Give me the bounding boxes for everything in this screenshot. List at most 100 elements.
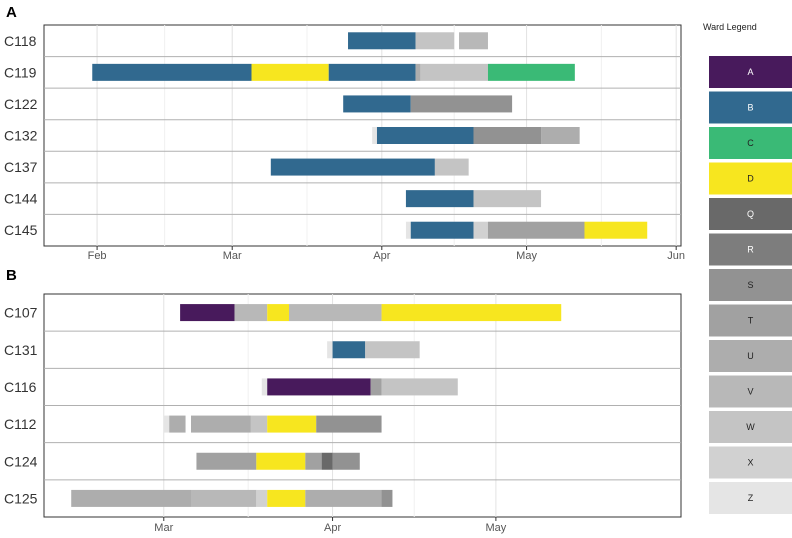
legend-title: Ward Legend [703, 22, 757, 32]
ward-segment-d [267, 489, 306, 507]
legend-label: B [747, 103, 753, 113]
row-c119: C119 [4, 56, 681, 81]
ward-segment-u [169, 415, 186, 433]
legend-label: D [747, 174, 754, 184]
row-label: C124 [4, 453, 38, 469]
panel-a-tag: A [6, 4, 17, 21]
x-tick-label: Mar [223, 250, 242, 262]
x-tick-label: May [516, 250, 537, 262]
panel-a: Feb Mar Apr May Jun C118 C119 C122 C132 C137 C144 C… [4, 24, 685, 262]
ward-segment-d [267, 304, 289, 322]
legend-swatch [709, 198, 792, 230]
legend-item-d: D [709, 162, 792, 195]
x-tick-label: Feb [88, 250, 107, 262]
legend-swatch [709, 482, 792, 514]
x-tick-label: May [485, 522, 506, 534]
legend-swatch [709, 56, 792, 88]
ward-segment-s [332, 452, 360, 470]
x-tick-label: Apr [324, 522, 341, 534]
panel-border [43, 24, 682, 247]
row-c112: C112 [4, 405, 681, 433]
legend-swatch [709, 446, 792, 479]
ward-segment-d [256, 452, 306, 470]
legend-label: S [747, 280, 753, 290]
legend-swatch [709, 162, 792, 195]
x-tick-label: Apr [373, 250, 390, 262]
row-c122: C122 [4, 87, 681, 113]
row-label: C144 [4, 191, 38, 207]
ward-segment-w [250, 415, 268, 433]
ward-segment-d [381, 304, 562, 322]
legend-swatch [709, 340, 792, 372]
row-c116: C116 [4, 367, 681, 396]
ward-segment-v [289, 304, 382, 322]
legend-label: V [747, 387, 753, 397]
legend-item-u: U [709, 340, 792, 372]
ward-segment-s [381, 489, 393, 507]
ward-segment-w [420, 63, 488, 81]
legend-item-a: A [709, 56, 792, 88]
row-c132: C132 [4, 119, 681, 144]
ward-segment-b [376, 127, 474, 144]
legend-label: R [747, 245, 754, 255]
ward-segment-z [327, 341, 333, 359]
ward-segment-t [370, 378, 382, 396]
ward-segment-w [365, 341, 420, 359]
legend-label: Z [748, 493, 754, 503]
legend-item-s: S [709, 269, 792, 301]
ward-segment-w [415, 32, 455, 50]
row-c137: C137 [4, 150, 681, 176]
ward-segment-d [267, 415, 317, 433]
ward-segment-a [180, 304, 235, 322]
ward-segment-t [305, 452, 322, 470]
panel-b: Mar Apr May C107 C131 C116 C112 C124 C125 [4, 293, 682, 534]
row-label: C145 [4, 222, 38, 238]
row-label: C131 [4, 342, 38, 358]
legend-label: C [747, 138, 754, 148]
ward-segment-x [473, 221, 488, 239]
legend-label: W [746, 422, 755, 432]
legend-label: U [747, 351, 754, 361]
legend-swatch [709, 375, 792, 408]
ward-segment-z [163, 415, 170, 433]
row-label: C112 [4, 416, 37, 432]
legend-item-q: Q [709, 198, 792, 230]
row-label: C119 [4, 64, 37, 80]
legend-item-r: R [709, 233, 792, 266]
ward-segment-u [305, 489, 382, 507]
ward-segment-s [410, 95, 513, 113]
legend-item-t: T [709, 304, 792, 337]
ward-segment-z [405, 221, 411, 239]
legend-swatch [709, 269, 792, 301]
row-c124: C124 [4, 442, 681, 470]
ward-segment-s [473, 127, 542, 144]
row-label: C107 [4, 305, 38, 321]
legend-item-b: B [709, 91, 792, 124]
row-c118: C118 [4, 32, 488, 50]
ward-segment-d [584, 221, 648, 239]
legend-item-x: X [709, 446, 792, 479]
ward-segment-w [381, 378, 458, 396]
ward-segment-b [348, 32, 416, 50]
legend-swatch [709, 304, 792, 337]
row-label: C122 [4, 96, 38, 112]
ward-segment-u [71, 489, 191, 507]
ward-segment-b [343, 95, 411, 113]
legend-swatch [709, 91, 792, 124]
legend-item-w: W [709, 411, 792, 443]
ward-segment-b [410, 221, 474, 239]
ward-segment-q [321, 452, 333, 470]
ward-segment-b [270, 158, 435, 176]
ward-segment-u [541, 127, 580, 144]
ward-segment-t [487, 221, 585, 239]
ward-segment-a [267, 378, 371, 396]
ward-segment-z [372, 127, 377, 144]
ward-segment-x [256, 489, 268, 507]
row-c107: C107 [4, 304, 562, 322]
ward-segment-w [473, 190, 542, 208]
row-label: C118 [4, 33, 37, 49]
ward-segment-z [261, 378, 268, 396]
ward-segment-b [328, 63, 416, 81]
ward-segment-b [405, 190, 474, 208]
